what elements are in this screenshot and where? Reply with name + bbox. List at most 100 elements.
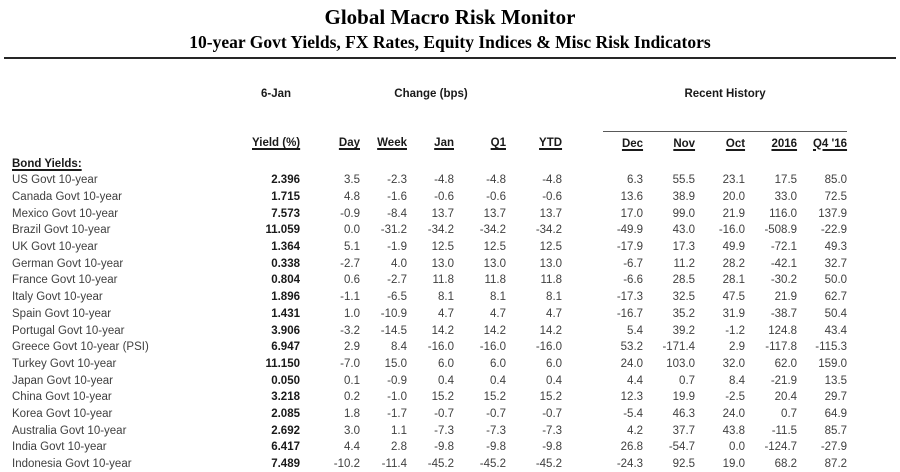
column-gap <box>562 132 603 156</box>
column-gap <box>562 356 603 373</box>
cell-value: 8.1 <box>546 291 563 304</box>
row-label: Korea Govt 10-year <box>12 407 113 420</box>
cell-value: -4.8 <box>434 174 454 187</box>
cell-value: 62.0 <box>774 357 798 370</box>
column-gap <box>562 272 603 289</box>
row-label: India Govt 10-year <box>12 441 107 454</box>
date-group-header: 6-Jan <box>260 88 292 100</box>
row-label: Australia Govt 10-year <box>12 424 127 437</box>
cell-value: 8.4 <box>391 341 407 354</box>
cell-value: 35.2 <box>672 307 696 320</box>
section-row: Bond Yields: <box>12 155 847 172</box>
row-label: Mexico Govt 10-year <box>12 207 119 220</box>
cell-value: 24.0 <box>722 407 746 420</box>
cell-value: -0.7 <box>434 407 454 420</box>
cell-value: -49.9 <box>616 224 644 237</box>
cell-value: 38.9 <box>672 191 696 204</box>
cell-value: 17.0 <box>620 207 644 220</box>
table-row: UK Govt 10-year 1.364 5.1 -1.9 12.5 12.5 12.5 -… <box>12 239 847 256</box>
cell-value: -117.8 <box>765 341 798 354</box>
row-label: China Govt 10-year <box>12 391 112 404</box>
cell-value: -38.7 <box>770 307 798 320</box>
column-header-oct: Oct <box>725 137 746 150</box>
column-gap <box>562 339 603 356</box>
group-header-row: 6-Jan Change (bps) Recent History <box>12 81 848 132</box>
column-header-dec: Dec <box>621 137 644 150</box>
cell-value: 137.9 <box>818 207 848 220</box>
cell-value: 12.5 <box>483 241 506 254</box>
cell-value: -2.5 <box>725 391 746 404</box>
cell-value: 43.8 <box>722 424 746 437</box>
cell-value: 24.0 <box>620 357 644 370</box>
cell-value: 13.7 <box>431 207 454 220</box>
cell-value: 1.896 <box>271 291 300 304</box>
table-row: Mexico Govt 10-year 7.573 -0.9 -8.4 13.7 13.7… <box>12 205 847 222</box>
cell-value: -10.9 <box>380 307 407 320</box>
cell-value: 4.8 <box>344 191 360 204</box>
column-gap <box>562 422 603 439</box>
cell-value: -6.7 <box>623 257 644 270</box>
group-header-spacer <box>12 81 252 132</box>
cell-value: -30.2 <box>770 274 798 287</box>
row-label: Greece Govt 10-year (PSI) <box>12 341 149 354</box>
cell-value: 0.804 <box>271 274 300 287</box>
cell-value: 68.2 <box>774 458 798 471</box>
cell-value: -7.3 <box>486 424 506 437</box>
cell-value: 32.7 <box>824 257 848 270</box>
column-gap <box>562 389 603 406</box>
cell-value: 13.5 <box>824 374 848 387</box>
cell-value: -34.2 <box>535 224 563 237</box>
cell-value: 4.2 <box>627 424 644 437</box>
cell-value: -0.6 <box>542 191 563 204</box>
column-header-nov: Nov <box>673 137 696 150</box>
cell-value: 0.338 <box>271 257 300 270</box>
cell-value: -9.8 <box>434 441 454 454</box>
cell-value: 21.9 <box>774 291 798 304</box>
cell-value: 39.2 <box>672 324 696 337</box>
cell-value: -6.6 <box>623 274 644 287</box>
cell-value: 11.8 <box>484 274 506 287</box>
cell-value: -11.5 <box>771 424 798 437</box>
cell-value: 2.9 <box>344 341 360 354</box>
cell-value: 7.489 <box>271 458 300 471</box>
row-label: Canada Govt 10-year <box>12 191 122 204</box>
cell-value: -17.3 <box>616 291 644 304</box>
row-label: Italy Govt 10-year <box>12 291 103 304</box>
row-label: Japan Govt 10-year <box>12 374 114 387</box>
table-row: Australia Govt 10-year 2.692 3.0 1.1 -7.3 -7.… <box>12 422 847 439</box>
cell-value: 14.2 <box>539 324 563 337</box>
cell-value: 17.5 <box>774 174 798 187</box>
column-header-yield: Yield (%) <box>252 137 301 150</box>
table-row: France Govt 10-year 0.804 0.6 -2.7 11.8 11.8 1… <box>12 272 847 289</box>
cell-value: 14.2 <box>483 324 506 337</box>
cell-value: -16.0 <box>535 341 563 354</box>
column-header-row: Yield (%) Day Week Jan Q1 YTD Dec Nov Oc… <box>12 132 847 156</box>
cell-value: 0.4 <box>438 374 454 387</box>
column-gap <box>562 406 603 423</box>
cell-value: -0.7 <box>486 407 506 420</box>
table-row: Portugal Govt 10-year 3.906 -3.2 -14.5 14.2 1… <box>12 322 847 339</box>
cell-value: -10.2 <box>333 458 360 471</box>
cell-value: 92.5 <box>672 458 696 471</box>
cell-value: 8.4 <box>729 374 746 387</box>
cell-value: -124.7 <box>764 441 798 454</box>
row-label: UK Govt 10-year <box>12 241 98 254</box>
column-gap <box>562 81 603 132</box>
table-row: US Govt 10-year 2.396 3.5 -2.3 -4.8 -4.8 -4.8 6… <box>12 172 847 189</box>
cell-value: 6.0 <box>546 357 563 370</box>
cell-value: 1.8 <box>344 407 360 420</box>
column-header-ytd: YTD <box>539 137 563 150</box>
cell-value: 50.4 <box>824 307 848 320</box>
column-gap <box>562 205 603 222</box>
cell-value: 8.1 <box>438 291 454 304</box>
cell-value: -1.0 <box>387 391 407 404</box>
cell-value: -3.2 <box>340 324 360 337</box>
cell-value: 3.218 <box>271 391 300 404</box>
cell-value: -0.6 <box>486 191 506 204</box>
section-label: Bond Yields: <box>12 157 82 170</box>
cell-value: -16.0 <box>427 341 454 354</box>
cell-value: -11.4 <box>381 458 407 471</box>
cell-value: -115.3 <box>815 341 848 354</box>
cell-value: 28.1 <box>722 274 746 287</box>
row-label: Portugal Govt 10-year <box>12 324 125 337</box>
